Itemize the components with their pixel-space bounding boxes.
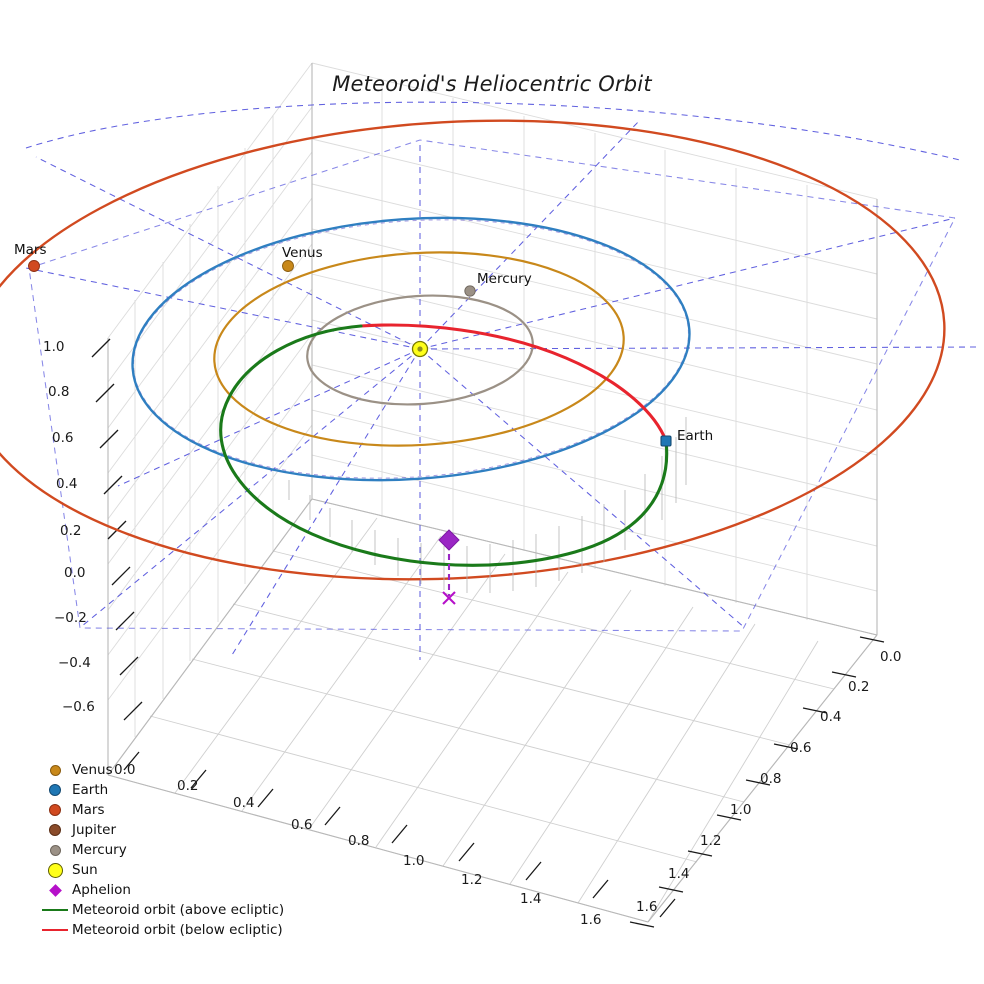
marker-mars xyxy=(28,260,40,272)
y-tick-label: 0.6 xyxy=(790,740,812,756)
x-tick-label: 0.8 xyxy=(348,833,370,849)
meteoroid-orbit-above-ecliptic xyxy=(219,324,669,567)
orbit-earth xyxy=(131,216,691,482)
z-tick-label: 0.6 xyxy=(52,430,74,446)
x-tick-label: 0.6 xyxy=(291,817,313,833)
earth-marker-icon xyxy=(38,784,72,796)
z-tick-label: −0.2 xyxy=(54,610,87,626)
legend-label: Mercury xyxy=(72,842,127,858)
x-tick-label: 1.2 xyxy=(461,872,483,888)
z-tick-label: 0.2 xyxy=(60,523,82,539)
aphelion-marker-icon xyxy=(38,883,72,897)
venus-marker-icon xyxy=(38,764,72,776)
z-tick-label: 0.4 xyxy=(56,476,78,492)
ecliptic-circle-dashed xyxy=(133,219,689,479)
legend-label: Meteoroid orbit (above ecliptic) xyxy=(72,902,285,918)
x-tick-label: 1.6 xyxy=(580,912,602,928)
z-tick-label: −0.4 xyxy=(58,655,91,671)
legend-item-jupiter[interactable]: Jupiter xyxy=(38,820,296,840)
z-axis-ticks xyxy=(91,338,143,721)
y-tick-label: 1.2 xyxy=(700,833,722,849)
meteoroid-orbit-below-ecliptic xyxy=(359,323,668,443)
marker-mercury xyxy=(464,285,476,297)
aphelion-marker xyxy=(438,529,460,551)
z-tick-label: 0.0 xyxy=(64,565,86,581)
body-label-mercury: Mercury xyxy=(477,271,532,287)
ecliptic-reference-grid xyxy=(25,101,981,660)
axes-box-edges xyxy=(107,63,878,923)
x-tick-label: 0.2 xyxy=(177,778,199,794)
z-tick-label: −0.6 xyxy=(62,699,95,715)
legend-item-sun[interactable]: Sun xyxy=(38,860,296,880)
y-tick-label: 1.6 xyxy=(636,899,658,915)
legend-item-meteoroid-above[interactable]: Meteoroid orbit (above ecliptic) xyxy=(38,900,296,920)
body-label-mars: Mars xyxy=(14,242,47,258)
marker-earth xyxy=(660,435,672,447)
y-tick-label: 0.2 xyxy=(848,679,870,695)
body-label-earth: Earth xyxy=(677,428,714,444)
y-tick-label: 1.4 xyxy=(668,866,690,882)
legend: Venus Earth Mars Jupiter Mercury xyxy=(38,760,296,940)
page-title: Meteoroid's Heliocentric Orbit xyxy=(332,72,652,96)
legend-label: Venus xyxy=(72,762,113,778)
legend-label: Jupiter xyxy=(72,822,117,838)
green-line-icon xyxy=(38,909,72,911)
orbit-mercury xyxy=(306,294,534,406)
red-line-icon xyxy=(38,929,72,931)
marker-venus xyxy=(282,260,294,272)
z-tick-label: 1.0 xyxy=(43,339,65,355)
x-tick-label: 0.0 xyxy=(114,762,136,778)
legend-label: Earth xyxy=(72,782,109,798)
z-tick-label: 0.8 xyxy=(48,384,70,400)
orbit-venus xyxy=(213,251,625,447)
y-tick-label: 0.4 xyxy=(820,709,842,725)
x-tick-label: 1.4 xyxy=(520,891,542,907)
y-tick-label: 0.0 xyxy=(880,649,902,665)
legend-item-earth[interactable]: Earth xyxy=(38,780,296,800)
x-tick-label: 1.0 xyxy=(403,853,425,869)
axes-left-wall-grid xyxy=(107,62,313,776)
y-axis-ticks xyxy=(629,636,885,928)
mars-marker-icon xyxy=(38,804,72,816)
mercury-marker-icon xyxy=(38,844,72,856)
legend-item-venus[interactable]: Venus xyxy=(38,760,296,780)
legend-item-mercury[interactable]: Mercury xyxy=(38,840,296,860)
legend-item-aphelion[interactable]: Aphelion xyxy=(38,880,296,900)
orbit-mars xyxy=(0,119,946,581)
y-tick-label: 1.0 xyxy=(730,802,752,818)
y-tick-label: 0.8 xyxy=(760,771,782,787)
jupiter-marker-icon xyxy=(38,824,72,836)
marker-sun xyxy=(411,340,429,358)
legend-label: Meteoroid orbit (below ecliptic) xyxy=(72,922,283,938)
x-axis-ticks xyxy=(123,751,676,918)
axes-right-wall-grid xyxy=(311,62,878,636)
legend-label: Mars xyxy=(72,802,105,818)
legend-label: Sun xyxy=(72,862,98,878)
legend-item-meteoroid-below[interactable]: Meteoroid orbit (below ecliptic) xyxy=(38,920,296,940)
aphelion-projection-marker xyxy=(442,591,456,605)
body-label-venus: Venus xyxy=(282,245,323,261)
legend-item-mars[interactable]: Mars xyxy=(38,800,296,820)
sun-marker-icon xyxy=(38,862,72,878)
x-tick-label: 0.4 xyxy=(233,795,255,811)
legend-label: Aphelion xyxy=(72,882,131,898)
